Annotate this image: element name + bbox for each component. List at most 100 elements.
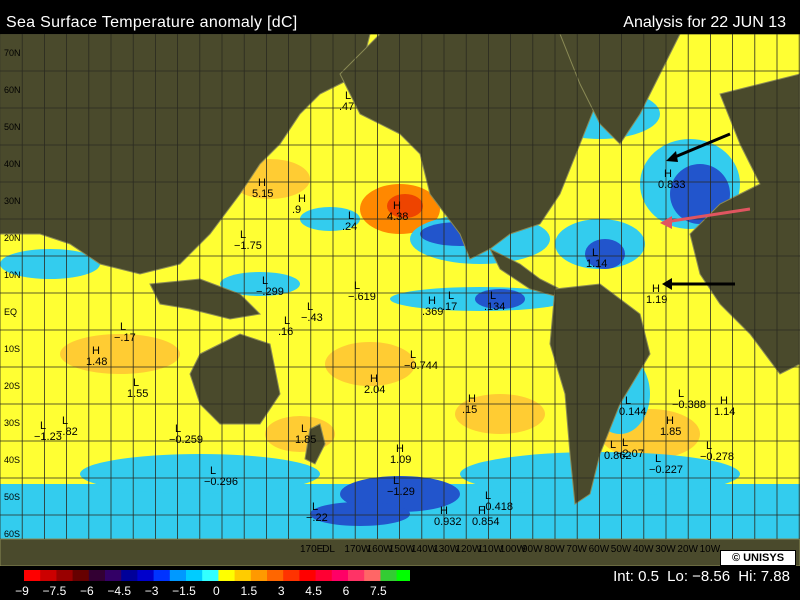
marker-value: 2.04 bbox=[364, 384, 385, 396]
marker-value: −0.388 bbox=[672, 399, 706, 411]
high-marker: H.15 bbox=[462, 393, 477, 416]
marker-type: L bbox=[348, 210, 354, 222]
colorbar-swatch bbox=[186, 570, 203, 581]
high-marker: H1.09 bbox=[390, 443, 411, 466]
marker-type: H bbox=[468, 393, 476, 405]
marker-value: −0.259 bbox=[169, 434, 203, 446]
latitude-label: 60S bbox=[4, 529, 20, 539]
marker-type: L bbox=[133, 377, 139, 389]
longitude-label: 20W bbox=[677, 544, 698, 555]
marker-type: L bbox=[448, 290, 454, 302]
marker-type: L bbox=[120, 321, 126, 333]
marker-value: .17 bbox=[442, 301, 457, 313]
latitude-label: 10N bbox=[4, 270, 21, 280]
longitude-label: 100W bbox=[500, 544, 527, 555]
analysis-date: Analysis for 22 JUN 13 bbox=[623, 14, 786, 31]
marker-type: L bbox=[592, 247, 598, 259]
low-marker: L.24 bbox=[342, 210, 357, 233]
colorbar-swatch bbox=[348, 570, 365, 581]
low-marker: L−0.744 bbox=[404, 349, 438, 372]
latitude-label: 40S bbox=[4, 455, 20, 465]
marker-value: 1.19 bbox=[646, 294, 667, 306]
colorbar-swatch bbox=[56, 570, 74, 581]
marker-type: L bbox=[345, 90, 351, 102]
marker-value: .24 bbox=[342, 221, 357, 233]
marker-type: L bbox=[655, 453, 661, 465]
latitude-label: 50N bbox=[4, 122, 21, 132]
marker-value: −.82 bbox=[56, 426, 78, 438]
longitude-label: 140W bbox=[411, 544, 438, 555]
marker-type: L bbox=[240, 229, 246, 241]
marker-value: .47 bbox=[339, 101, 354, 113]
colorbar-tick-label: −1.5 bbox=[172, 584, 196, 598]
marker-type: H bbox=[92, 345, 100, 357]
marker-value: 0.833 bbox=[658, 179, 686, 191]
marker-type: L bbox=[410, 349, 416, 361]
marker-type: L bbox=[678, 388, 684, 400]
marker-value: 1.85 bbox=[295, 434, 316, 446]
low-marker: L−0.296 bbox=[204, 465, 238, 488]
marker-type: H bbox=[393, 200, 401, 212]
low-marker: L−1.23 bbox=[34, 420, 62, 443]
low-marker: L0.144 bbox=[619, 395, 647, 418]
colorbar-swatch bbox=[315, 570, 333, 581]
marker-value: 1.09 bbox=[390, 454, 411, 466]
marker-type: L bbox=[706, 440, 712, 452]
marker-value: 0.144 bbox=[619, 406, 647, 418]
colorbar-swatch bbox=[40, 570, 57, 581]
marker-value: −1.29 bbox=[387, 486, 415, 498]
marker-type: L bbox=[210, 465, 216, 477]
colorbar-swatch bbox=[202, 570, 219, 581]
low-marker: L−.22 bbox=[306, 501, 328, 524]
marker-type: H bbox=[258, 177, 266, 189]
low-marker: L−.299 bbox=[256, 275, 284, 298]
high-marker: H0.854 bbox=[472, 505, 500, 528]
high-marker: H1.19 bbox=[646, 283, 667, 306]
low-marker: L−.17 bbox=[114, 321, 136, 344]
marker-type: L bbox=[490, 290, 496, 302]
low-marker: L−.82 bbox=[56, 415, 78, 438]
latitude-label: EQ bbox=[4, 307, 17, 317]
marker-type: H bbox=[666, 415, 674, 427]
colorbar-swatch bbox=[283, 570, 300, 581]
marker-type: H bbox=[298, 193, 306, 205]
marker-value: −.43 bbox=[301, 312, 323, 324]
lat-lon-grid bbox=[0, 34, 800, 539]
annotation-arrows bbox=[660, 132, 751, 290]
low-marker: L−0.418 bbox=[479, 490, 513, 513]
colorbar-swatch bbox=[331, 570, 349, 581]
colorbar-tick-label: 3 bbox=[278, 584, 285, 598]
marker-value: −0.296 bbox=[204, 476, 238, 488]
marker-type: L bbox=[485, 490, 491, 502]
longitude-label: DL bbox=[322, 544, 335, 555]
colorbar-swatch bbox=[250, 570, 268, 581]
colorbar-swatch bbox=[218, 570, 236, 581]
latitude-label: 20N bbox=[4, 233, 21, 243]
high-value: Hi: 7.88 bbox=[738, 568, 790, 585]
latitude-label: 20S bbox=[4, 381, 20, 391]
marker-value: 0.932 bbox=[434, 516, 462, 528]
arrow-head-icon bbox=[662, 278, 672, 290]
marker-value: 1.85 bbox=[660, 426, 681, 438]
low-value: Lo: −8.56 bbox=[667, 568, 731, 585]
longitude-label: 30W bbox=[655, 544, 676, 555]
colorbar-tick-label: 1.5 bbox=[240, 584, 257, 598]
low-marker: L−2.07 bbox=[616, 437, 644, 460]
low-marker: L−.619 bbox=[348, 280, 376, 303]
longitude-label: 150W bbox=[389, 544, 416, 555]
marker-type: L bbox=[622, 437, 628, 449]
arrow-head-icon bbox=[660, 216, 672, 229]
latitude-label: 30S bbox=[4, 418, 20, 428]
longitude-label: 110W bbox=[478, 544, 504, 555]
marker-type: H bbox=[720, 395, 728, 407]
colorbar-swatch bbox=[153, 570, 171, 581]
marker-value: 0.854 bbox=[472, 516, 500, 528]
marker-type: L bbox=[40, 420, 46, 432]
low-marker: L−0.259 bbox=[169, 423, 203, 446]
high-marker: H1.48 bbox=[86, 345, 107, 368]
marker-value: −0.418 bbox=[479, 501, 513, 513]
marker-type: H bbox=[428, 295, 436, 307]
marker-value: 5.15 bbox=[252, 188, 273, 200]
longitude-label: 70W bbox=[566, 544, 587, 555]
